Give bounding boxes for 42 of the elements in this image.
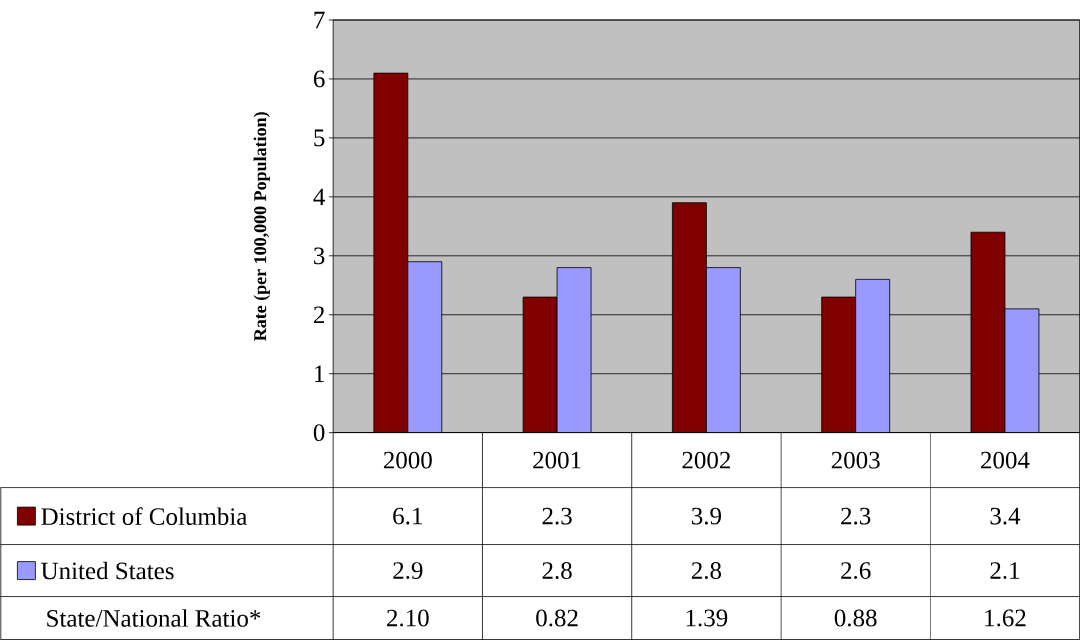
data-label: 2.1 bbox=[990, 562, 1020, 580]
bar bbox=[855, 279, 891, 433]
y-tick-label: 4 bbox=[313, 188, 325, 206]
x-tick-label: 2000 bbox=[383, 451, 432, 469]
y-tick-label: 6 bbox=[313, 70, 325, 88]
bar bbox=[556, 267, 592, 433]
data-label: 2.8 bbox=[542, 562, 572, 580]
x-tick-label: 2002 bbox=[682, 451, 730, 469]
y-axis-title: Rate (per 100,000 Population) bbox=[253, 112, 270, 341]
data-label: 3.9 bbox=[691, 507, 721, 525]
x-tick-label: 2004 bbox=[981, 451, 1030, 469]
bar bbox=[705, 267, 741, 433]
legend-label: United States bbox=[41, 561, 174, 580]
bar bbox=[672, 202, 707, 433]
bar bbox=[373, 72, 409, 433]
bar bbox=[1004, 308, 1040, 433]
data-label: 2.9 bbox=[393, 562, 423, 580]
text: 0.88 bbox=[834, 609, 877, 627]
bar bbox=[821, 296, 857, 433]
data-label: 3.4 bbox=[990, 507, 1021, 525]
text: 1.39 bbox=[686, 609, 728, 627]
bar bbox=[407, 261, 443, 433]
data-label: 2.8 bbox=[691, 562, 722, 580]
bar bbox=[970, 231, 1006, 433]
x-tick-label: 2003 bbox=[831, 451, 880, 469]
legend-label: District of Columbia bbox=[41, 507, 248, 526]
data-label: 6.1 bbox=[393, 507, 422, 525]
bar bbox=[522, 296, 558, 433]
text: 1.62 bbox=[985, 609, 1026, 627]
text: State/National Ratio* bbox=[47, 609, 261, 627]
y-tick-label: 5 bbox=[314, 129, 325, 147]
y-tick-label: 0 bbox=[313, 424, 325, 442]
text: 0.82 bbox=[536, 609, 578, 627]
data-label: 2.3 bbox=[542, 507, 572, 525]
y-tick-label: 7 bbox=[314, 11, 325, 29]
y-tick-label: 1 bbox=[315, 365, 324, 382]
y-tick-label: 3 bbox=[314, 247, 325, 265]
text: 2.10 bbox=[387, 609, 429, 627]
data-label: 2.6 bbox=[841, 562, 871, 580]
x-tick-label: 2001 bbox=[533, 451, 581, 469]
data-label: 2.3 bbox=[841, 507, 871, 525]
y-tick-label: 2 bbox=[313, 306, 324, 324]
